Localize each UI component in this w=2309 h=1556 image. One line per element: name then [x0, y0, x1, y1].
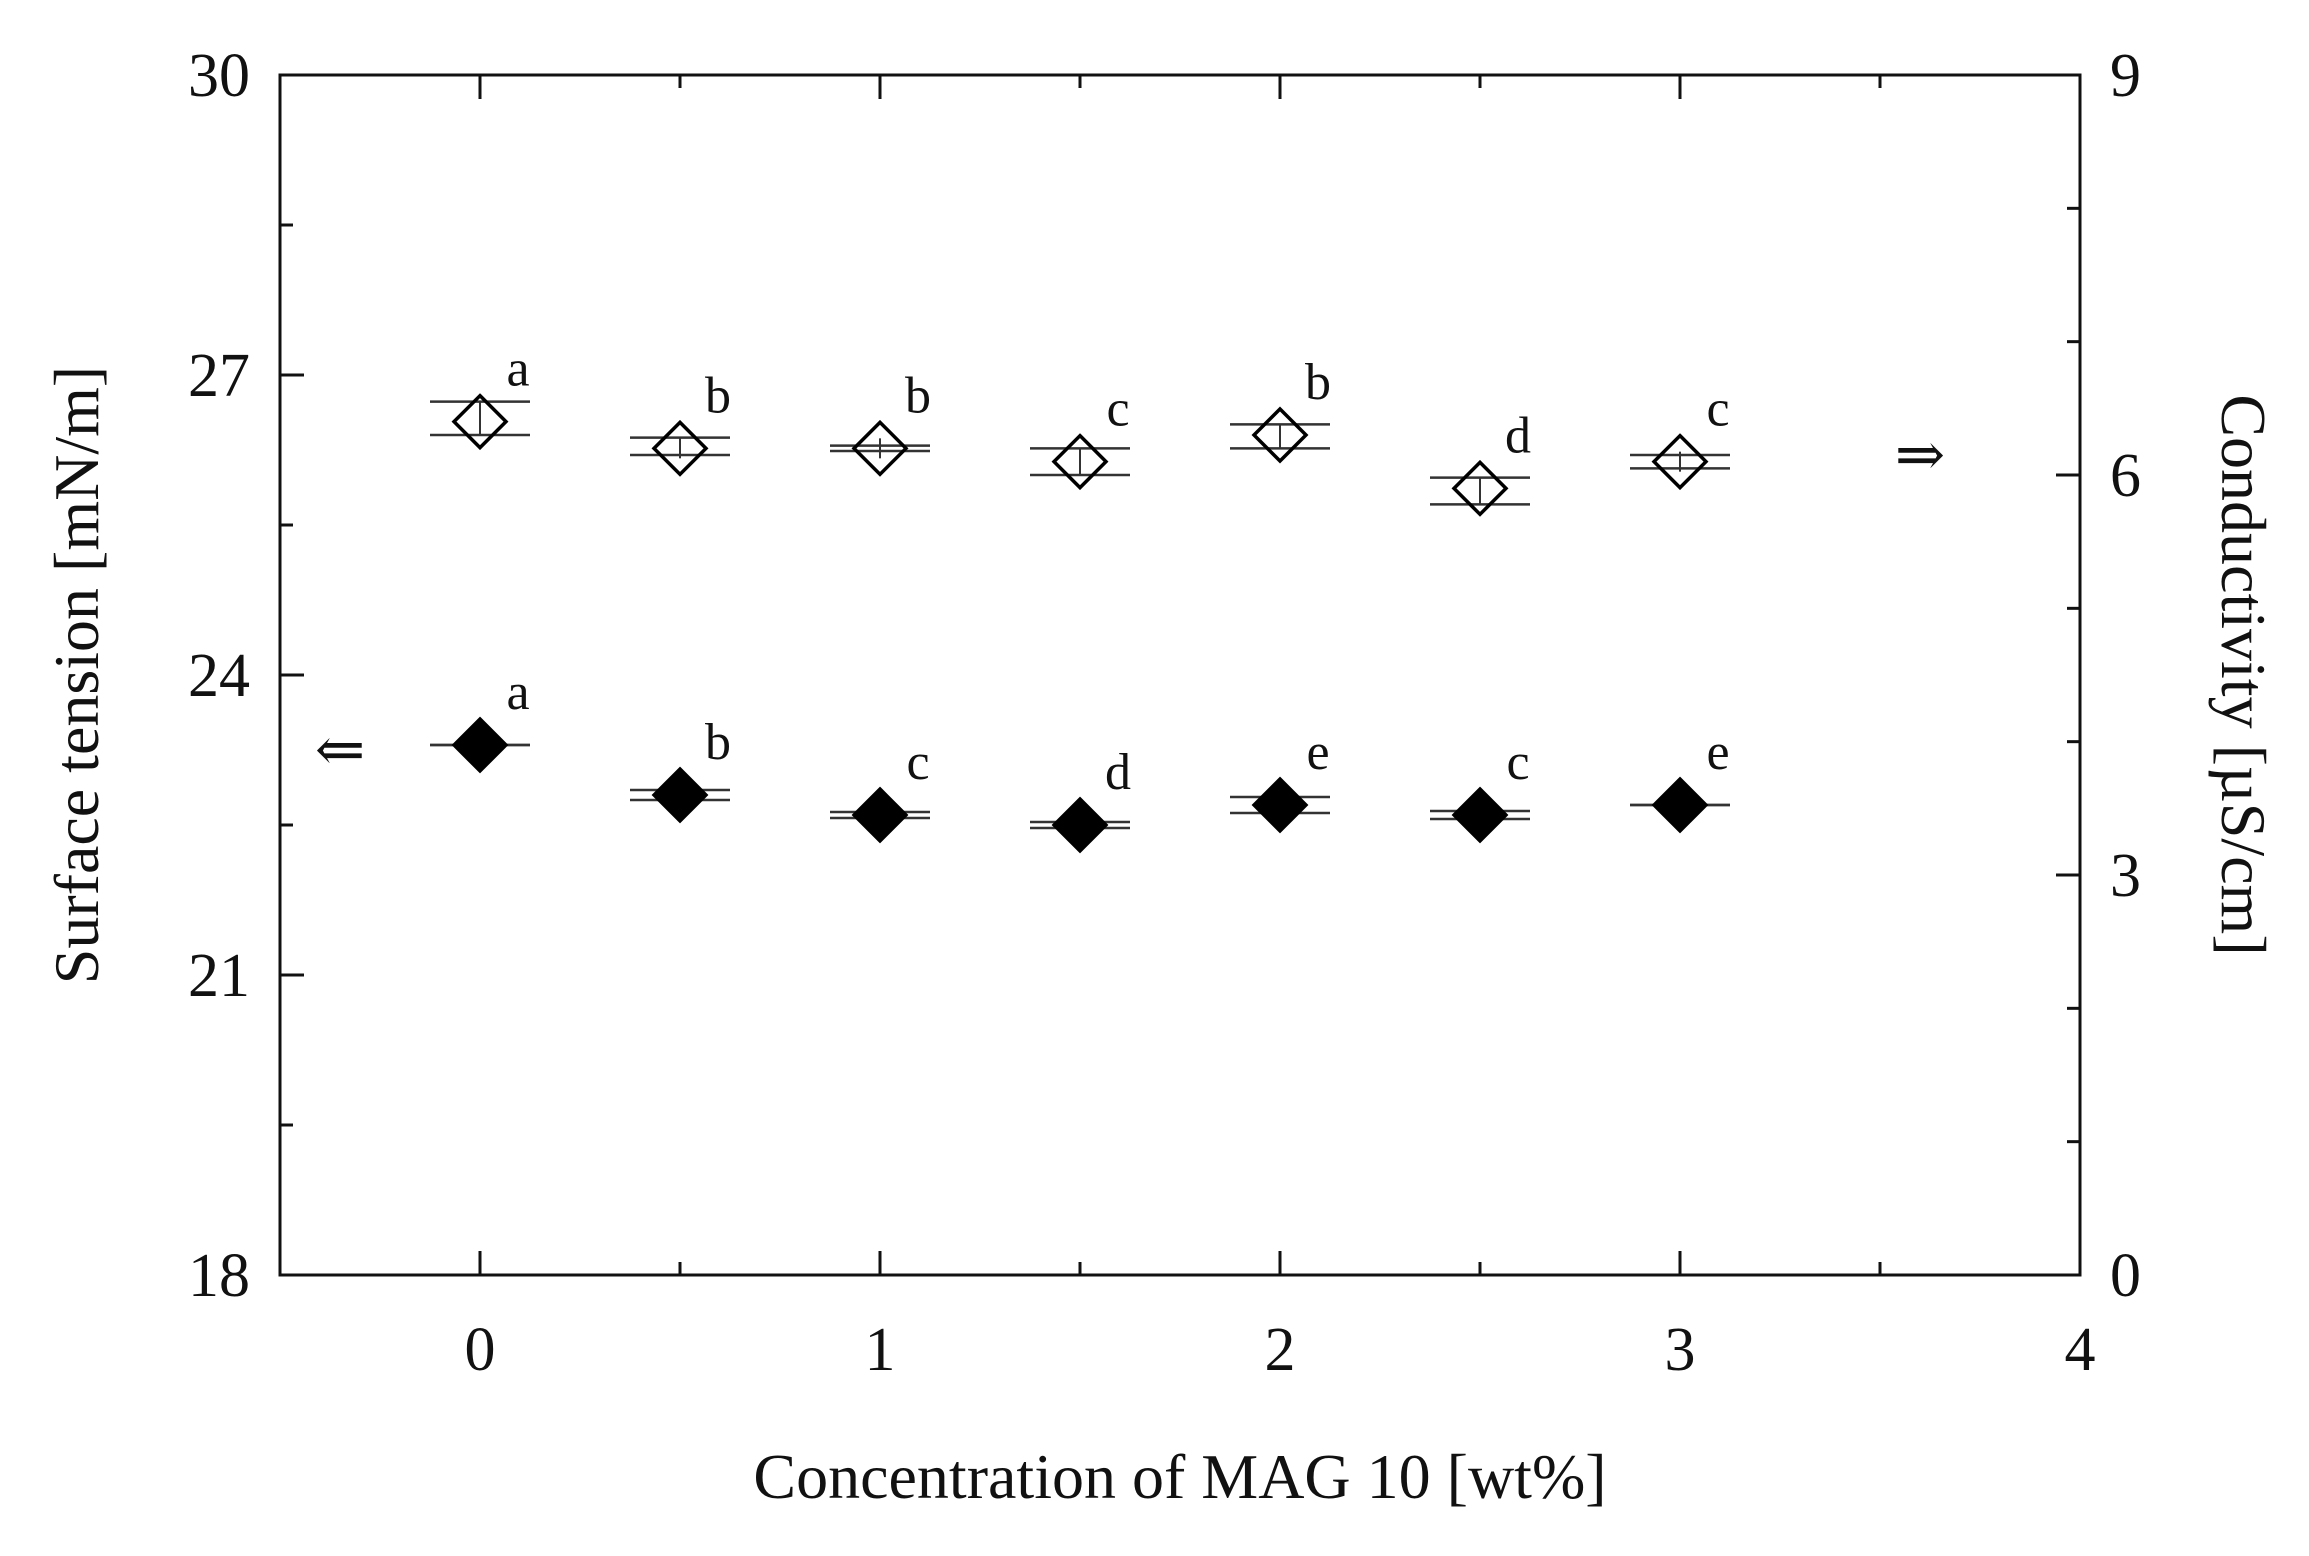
x-tick-label: 2: [1265, 1316, 1296, 1384]
data-point-filled-diamond: [1451, 786, 1509, 844]
y-left-tick-label: 30: [188, 42, 250, 110]
y-right-tick-label: 6: [2110, 442, 2141, 510]
point-letter-label: b: [705, 367, 731, 424]
data-point-open-diamond: [451, 393, 509, 451]
ticks-layer: [280, 73, 2082, 1277]
x-tick-label: 1: [865, 1316, 896, 1384]
y-left-tick-label: 21: [188, 942, 250, 1010]
points-layer: [430, 393, 1730, 854]
x-tick-label: 0: [465, 1316, 496, 1384]
point-letter-label: a: [506, 664, 529, 721]
y-left-tick-label: 18: [188, 1242, 250, 1310]
y-left-tick-label: 24: [188, 642, 250, 710]
point-letter-label: e: [1706, 724, 1729, 781]
point-letter-label: b: [705, 714, 731, 771]
y-axis-right-title: Conductivity [µS/cm]: [2208, 394, 2279, 955]
y-right-tick-label: 3: [2110, 842, 2141, 910]
data-point-open-diamond: [1451, 459, 1509, 517]
data-point-filled-diamond: [451, 716, 509, 774]
data-point-open-diamond: [1051, 433, 1109, 491]
y-right-tick-label: 0: [2110, 1242, 2141, 1310]
data-point-filled-diamond: [851, 786, 909, 844]
data-point-open-diamond: [651, 419, 709, 477]
y-right-tick-label: 9: [2110, 42, 2141, 110]
data-point-open-diamond: [851, 419, 909, 477]
data-point-open-diamond: [1651, 433, 1709, 491]
point-letter-label: d: [1105, 744, 1131, 801]
labels-layer: 0 1 2 3 4 18 21 24 27 30 0 3 6 9 a b b c b d c ⇒ a b c d e c e ⇐: [188, 42, 2141, 1384]
data-point-filled-diamond: [1651, 776, 1709, 834]
data-point-filled-diamond: [1251, 776, 1309, 834]
x-tick-label: 4: [2065, 1316, 2096, 1384]
data-point-filled-diamond: [1051, 796, 1109, 854]
data-point-filled-diamond: [651, 766, 709, 824]
point-letter-label: c: [1706, 381, 1729, 438]
point-letter-label: c: [906, 734, 929, 791]
data-point-open-diamond: [1251, 406, 1309, 464]
right-axis-indicator-arrow: ⇒: [1895, 422, 1945, 488]
x-axis-title: Concentration of MAG 10 [wt%]: [753, 1441, 1606, 1512]
point-letter-label: b: [1305, 354, 1331, 411]
point-letter-label: a: [506, 341, 529, 398]
point-letter-label: e: [1306, 724, 1329, 781]
point-letter-label: d: [1505, 407, 1531, 464]
y-axis-left-title: Surface tension [mN/m]: [41, 366, 112, 985]
x-tick-label: 3: [1665, 1316, 1696, 1384]
left-axis-indicator-arrow: ⇐: [315, 717, 365, 783]
point-letter-label: c: [1506, 734, 1529, 791]
y-left-tick-label: 27: [188, 342, 250, 410]
point-letter-label: c: [1106, 381, 1129, 438]
point-letter-label: b: [905, 367, 931, 424]
plot-frame: [278, 73, 2082, 1277]
